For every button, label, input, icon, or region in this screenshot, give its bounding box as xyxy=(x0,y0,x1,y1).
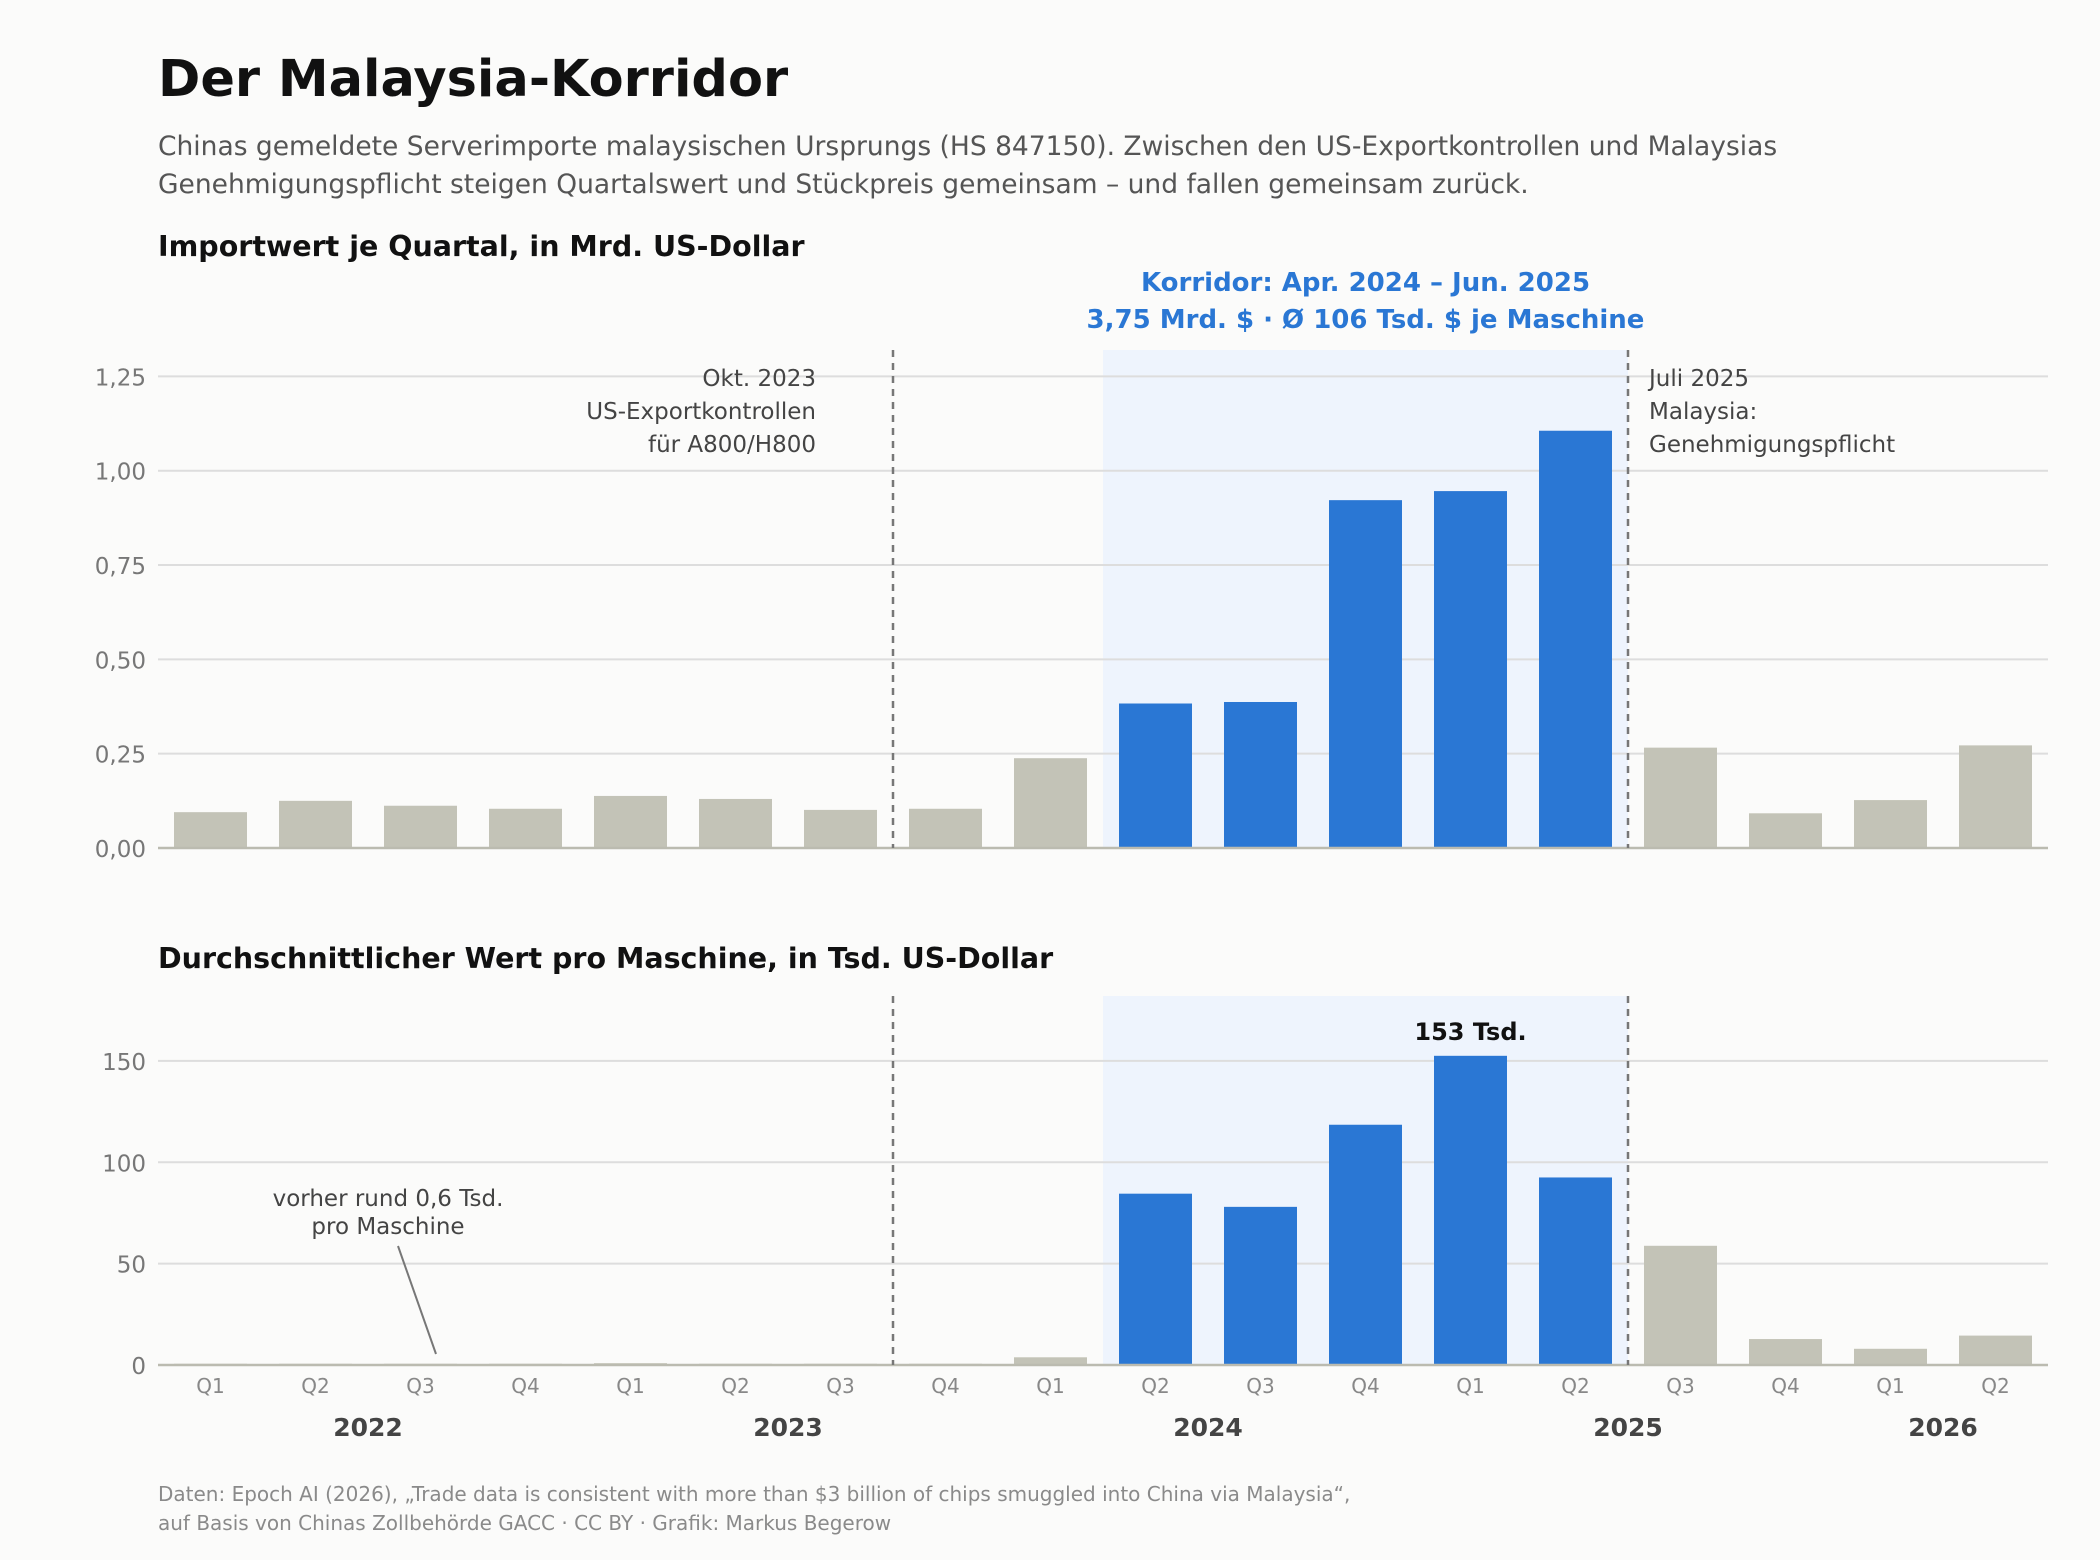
x-tick-label: Q4 xyxy=(1771,1374,1799,1398)
bar xyxy=(1749,813,1822,848)
bar xyxy=(1959,1335,2032,1365)
y-tick-label: 100 xyxy=(102,1151,146,1177)
bar xyxy=(1854,800,1927,848)
event-label-1-line-2: US-Exportkontrollen xyxy=(586,399,816,425)
y-tick-label: 0,25 xyxy=(95,743,146,769)
y-tick-label: 0,75 xyxy=(95,554,146,580)
subtitle-line-1: Chinas gemeldete Serverimporte malaysisc… xyxy=(158,131,1778,162)
event-label-2-line-1: Juli 2025 xyxy=(1647,366,1749,392)
bar xyxy=(1644,747,1717,848)
x-tick-label: Q4 xyxy=(1351,1374,1379,1398)
bar xyxy=(1329,500,1402,848)
event-label-1-line-3: für A800/H800 xyxy=(648,432,816,458)
bar xyxy=(1014,758,1087,848)
event-label-2-line-3: Genehmigungspflicht xyxy=(1649,432,1895,458)
y-tick-label: 0 xyxy=(131,1354,146,1380)
x-tick-label: Q3 xyxy=(1666,1374,1694,1398)
bar xyxy=(1014,1357,1087,1365)
note-line-1: vorher rund 0,6 Tsd. xyxy=(273,1186,504,1212)
x-tick-label: Q1 xyxy=(1876,1374,1904,1398)
x-tick-label: Q1 xyxy=(616,1374,644,1398)
bar xyxy=(279,800,352,848)
x-tick-label: Q2 xyxy=(1981,1374,2009,1398)
source-note: Daten: Epoch AI (2026), „Trade data is c… xyxy=(158,1480,1350,1538)
corridor-label-line-1: Korridor: Apr. 2024 – Jun. 2025 xyxy=(1141,268,1590,298)
chart-subtitle: Chinas gemeldete Serverimporte malaysisc… xyxy=(158,128,2058,204)
y-tick-label: 1,00 xyxy=(95,460,146,486)
bar xyxy=(1539,430,1612,848)
event-label-2-line-2: Malaysia: xyxy=(1649,399,1757,425)
chart-title: Der Malaysia-Korridor xyxy=(158,50,789,109)
panel-title-import-value: Importwert je Quartal, in Mrd. US-Dollar xyxy=(158,230,805,263)
y-tick-label: 150 xyxy=(102,1050,146,1076)
source-line-1: Daten: Epoch AI (2026), „Trade data is c… xyxy=(158,1482,1351,1506)
bar xyxy=(1224,1206,1297,1365)
bar xyxy=(1959,745,2032,848)
y-tick-label: 0,50 xyxy=(95,648,146,674)
bar xyxy=(174,812,247,848)
x-tick-label: Q2 xyxy=(301,1374,329,1398)
note-leader-line xyxy=(397,1245,437,1355)
bar xyxy=(699,798,772,848)
bar xyxy=(384,805,457,848)
year-label: 2023 xyxy=(753,1413,823,1442)
corridor-label-line-2: 3,75 Mrd. $ · Ø 106 Tsd. $ je Maschine xyxy=(1087,305,1645,335)
bar xyxy=(1329,1124,1402,1365)
year-label: 2024 xyxy=(1173,1413,1243,1442)
bar xyxy=(1434,491,1507,848)
bar xyxy=(1749,1339,1822,1365)
bar xyxy=(1434,1055,1507,1365)
bar xyxy=(1119,703,1192,848)
x-tick-label: Q3 xyxy=(406,1374,434,1398)
event-label-1-line-1: Okt. 2023 xyxy=(702,366,816,392)
x-tick-label: Q3 xyxy=(826,1374,854,1398)
bar xyxy=(1539,1177,1612,1365)
x-tick-label: Q2 xyxy=(1141,1374,1169,1398)
y-tick-label: 50 xyxy=(117,1253,146,1279)
x-tick-label: Q4 xyxy=(511,1374,539,1398)
x-tick-label: Q2 xyxy=(1561,1374,1589,1398)
year-label: 2026 xyxy=(1908,1413,1978,1442)
x-tick-label: Q1 xyxy=(196,1374,224,1398)
x-tick-label: Q3 xyxy=(1246,1374,1274,1398)
bar xyxy=(594,795,667,848)
x-tick-label: Q2 xyxy=(721,1374,749,1398)
bar xyxy=(489,808,562,848)
bar xyxy=(804,809,877,848)
note-line-2: pro Maschine xyxy=(311,1214,464,1240)
year-label: 2025 xyxy=(1593,1413,1663,1442)
bar xyxy=(1854,1348,1927,1365)
x-tick-label: Q1 xyxy=(1036,1374,1064,1398)
bar xyxy=(1119,1193,1192,1365)
y-tick-label: 0,00 xyxy=(95,837,146,863)
subtitle-line-2: Genehmigungspflicht steigen Quartalswert… xyxy=(158,169,1529,200)
year-label: 2022 xyxy=(333,1413,403,1442)
peak-value-label: 153 Tsd. xyxy=(1414,1018,1526,1046)
x-tick-label: Q4 xyxy=(931,1374,959,1398)
source-line-2: auf Basis von Chinas Zollbehörde GACC · … xyxy=(158,1511,892,1535)
y-tick-label: 1,25 xyxy=(95,365,146,391)
x-tick-label: Q1 xyxy=(1456,1374,1484,1398)
bar xyxy=(1224,701,1297,848)
bar xyxy=(1644,1245,1717,1365)
bar xyxy=(909,808,982,848)
panel-title-unit-value: Durchschnittlicher Wert pro Maschine, in… xyxy=(158,942,1054,975)
